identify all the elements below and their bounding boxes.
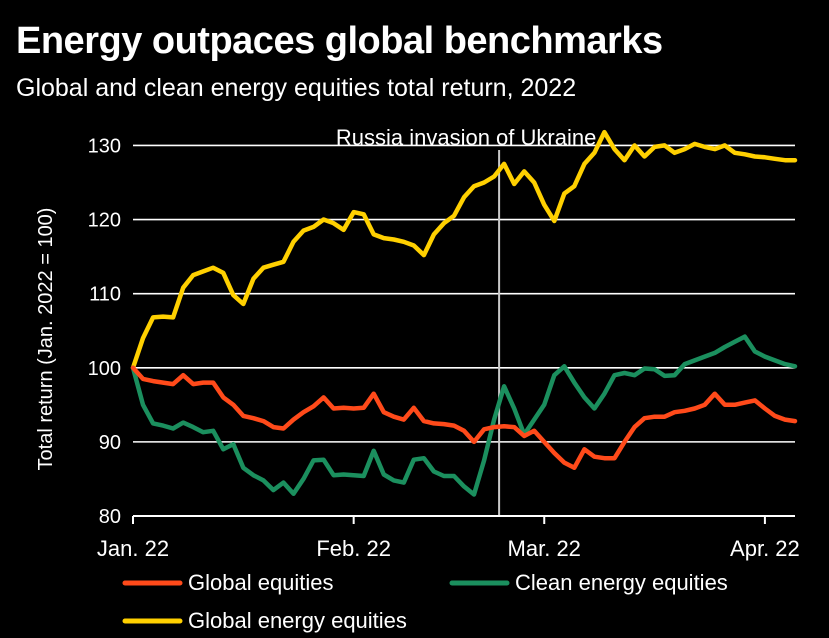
y-axis-label: Total return (Jan. 2022 = 100) bbox=[35, 208, 57, 471]
x-tick-label-3: Apr. 22 bbox=[730, 536, 800, 561]
y-tick-label-120: 120 bbox=[88, 210, 121, 232]
y-tick-label-80: 80 bbox=[99, 506, 121, 528]
chart-subtitle: Global and clean energy equities total r… bbox=[16, 74, 577, 102]
invasion-annotation-label: Russia invasion of Ukraine bbox=[336, 125, 596, 150]
y-tick-label-100: 100 bbox=[88, 358, 121, 380]
y-tick-label-110: 110 bbox=[89, 284, 121, 306]
series-lines bbox=[130, 129, 798, 497]
axes: 80 90 100 110 120 130 Jan. 22 Feb. 22 Mar. 22 Apr… bbox=[35, 135, 800, 561]
series-line-global-equities bbox=[130, 365, 798, 471]
chart-title: Energy outpaces global benchmarks bbox=[16, 20, 663, 62]
legend-label-global-energy-equities: Global energy equities bbox=[188, 608, 407, 633]
y-tick-label-130: 130 bbox=[88, 135, 121, 157]
legend: Global equities Clean energy equities Glob… bbox=[122, 570, 728, 633]
gridlines bbox=[133, 144, 795, 443]
legend-label-global-equities: Global equities bbox=[188, 570, 334, 595]
x-tick-label-0: Jan. 22 bbox=[97, 536, 169, 561]
legend-label-clean-energy-equities: Clean energy equities bbox=[515, 570, 728, 595]
series-line-global-energy-equities bbox=[130, 129, 798, 371]
annotation: Russia invasion of Ukraine bbox=[336, 125, 596, 516]
x-tick-label-2: Mar. 22 bbox=[508, 536, 581, 561]
x-tick-label-1: Feb. 22 bbox=[316, 536, 391, 561]
series-line-clean-energy-equities bbox=[130, 334, 798, 497]
y-tick-label-90: 90 bbox=[99, 432, 121, 454]
